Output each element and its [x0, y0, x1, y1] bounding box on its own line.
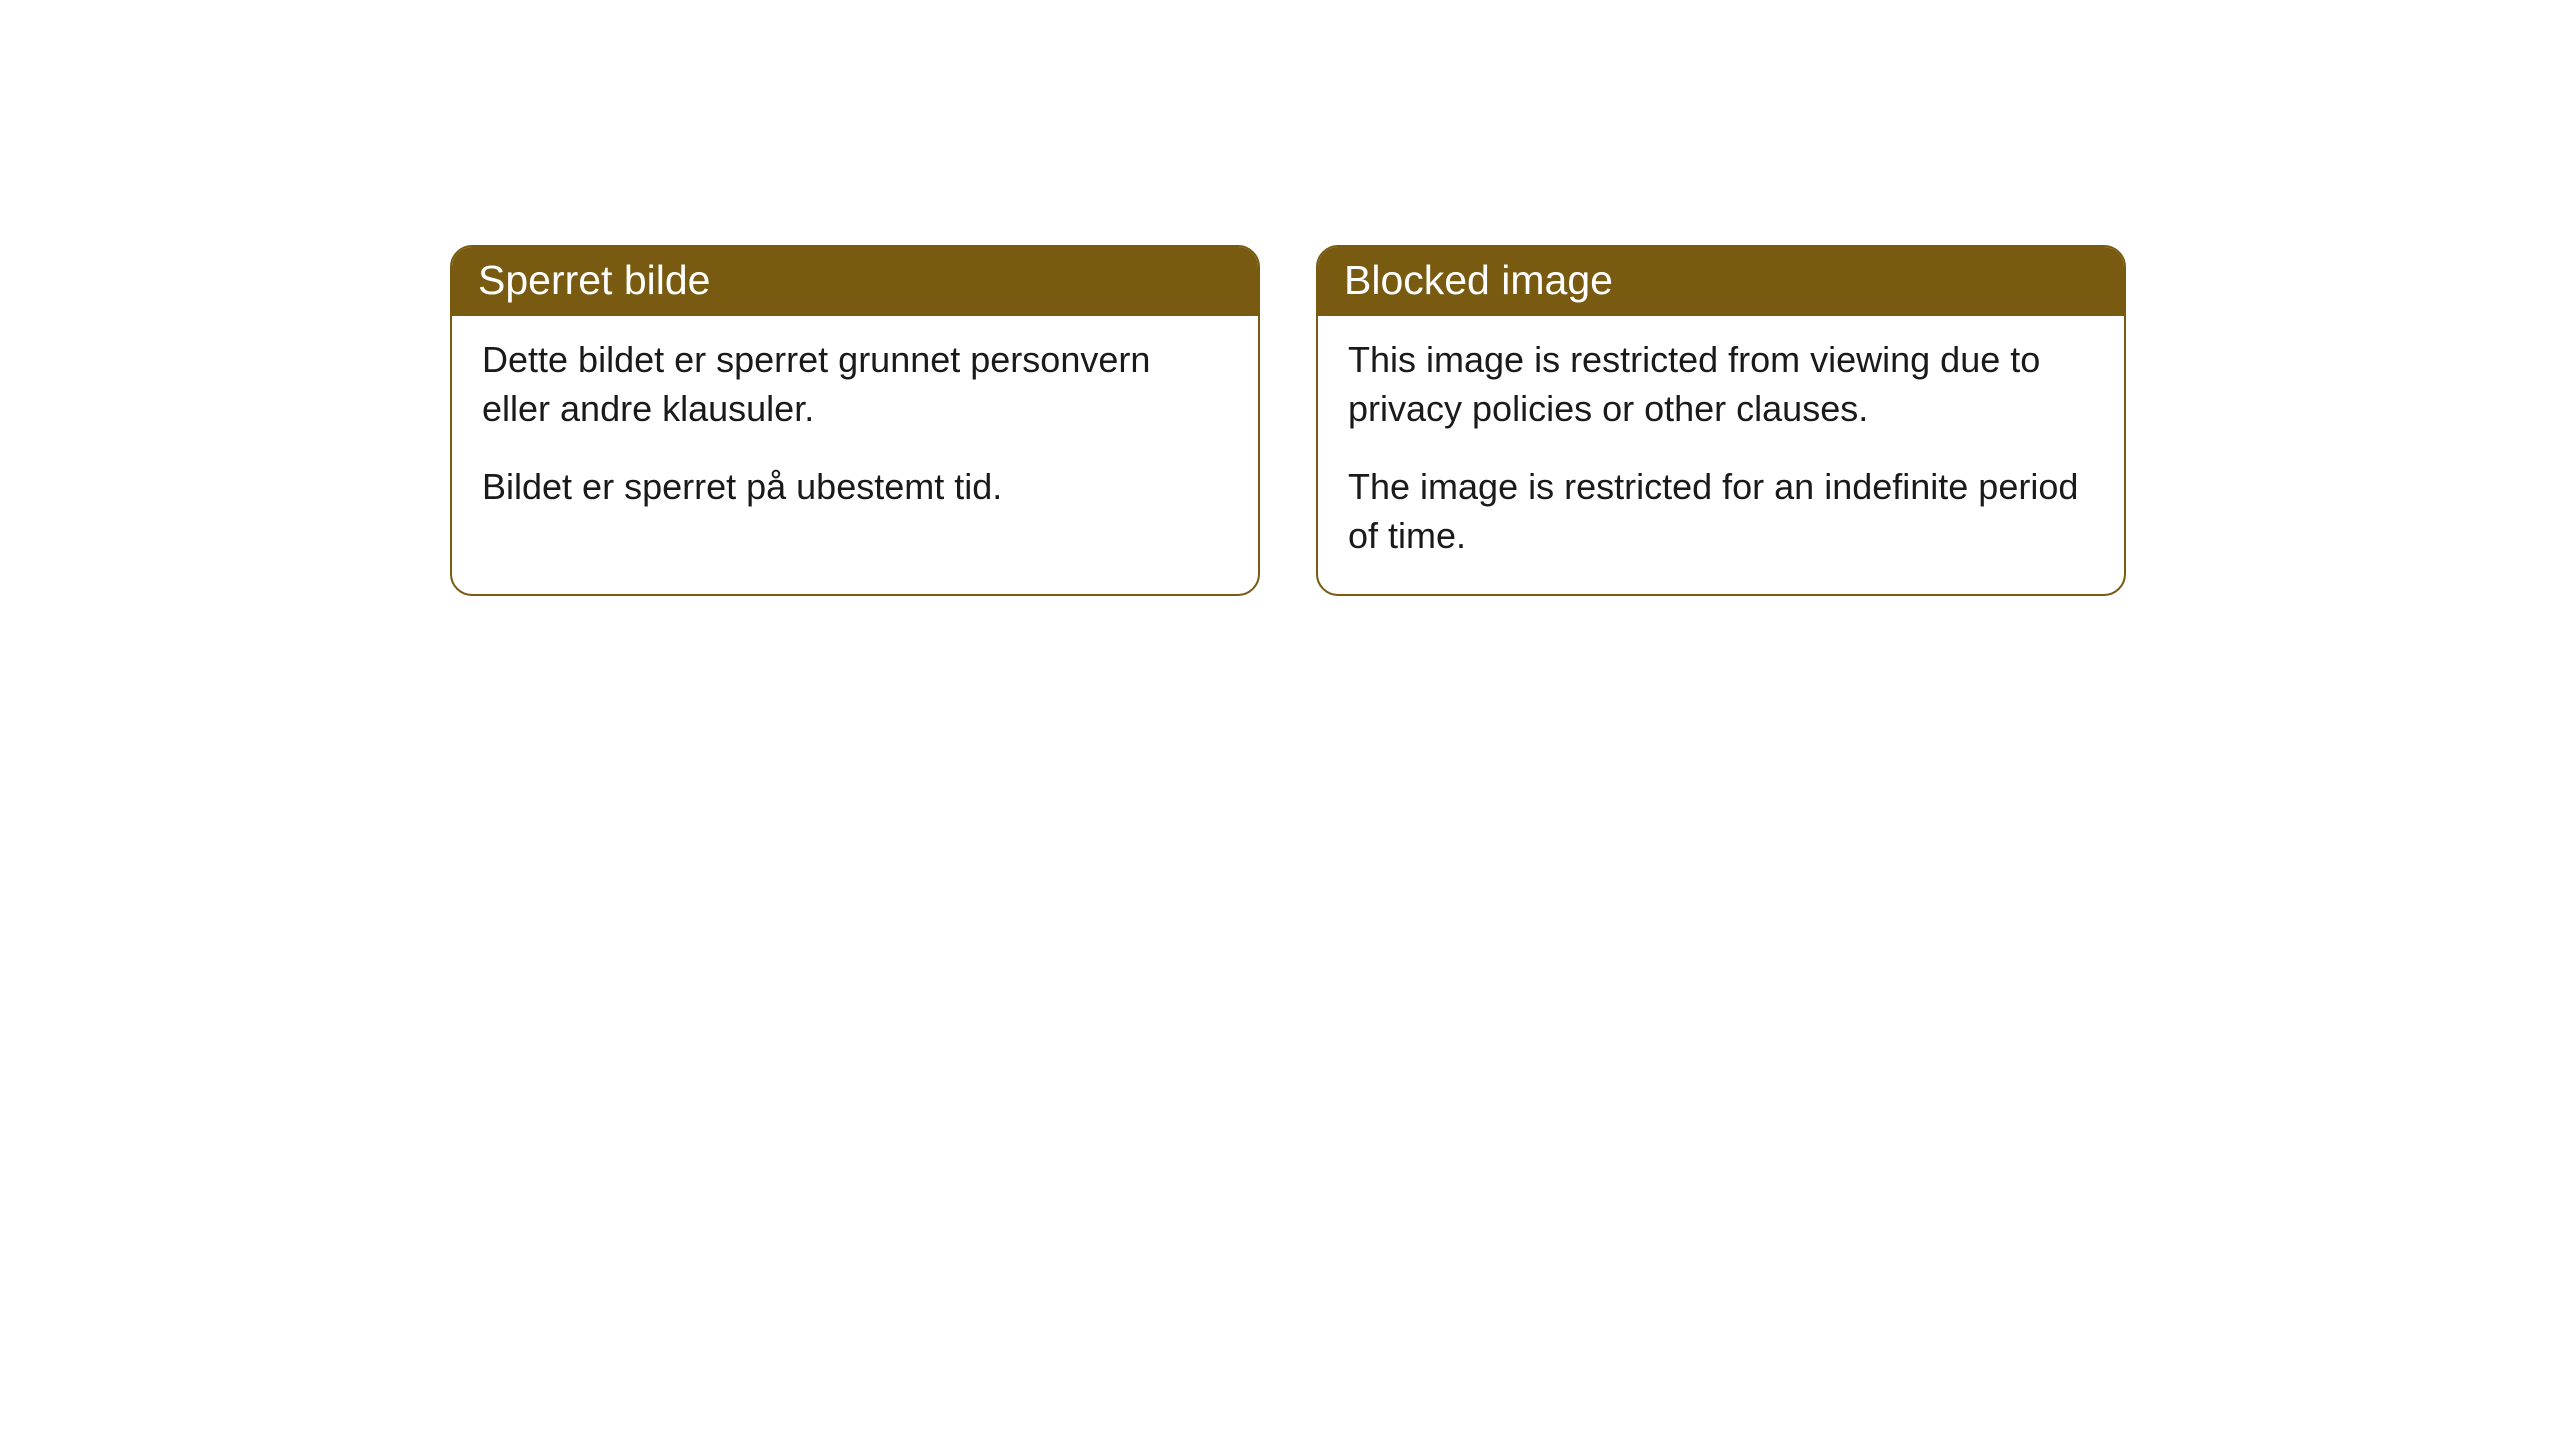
card-title: Sperret bilde — [478, 257, 710, 303]
card-paragraph: The image is restricted for an indefinit… — [1348, 463, 2094, 560]
blocked-image-card-norwegian: Sperret bilde Dette bildet er sperret gr… — [450, 245, 1260, 596]
blocked-image-card-english: Blocked image This image is restricted f… — [1316, 245, 2126, 596]
card-paragraph: Dette bildet er sperret grunnet personve… — [482, 336, 1228, 433]
card-paragraph: Bildet er sperret på ubestemt tid. — [482, 463, 1228, 512]
card-body: Dette bildet er sperret grunnet personve… — [452, 316, 1258, 546]
card-title: Blocked image — [1344, 257, 1613, 303]
card-header: Blocked image — [1318, 247, 2124, 316]
card-paragraph: This image is restricted from viewing du… — [1348, 336, 2094, 433]
card-body: This image is restricted from viewing du… — [1318, 316, 2124, 594]
card-header: Sperret bilde — [452, 247, 1258, 316]
cards-container: Sperret bilde Dette bildet er sperret gr… — [450, 245, 2560, 596]
